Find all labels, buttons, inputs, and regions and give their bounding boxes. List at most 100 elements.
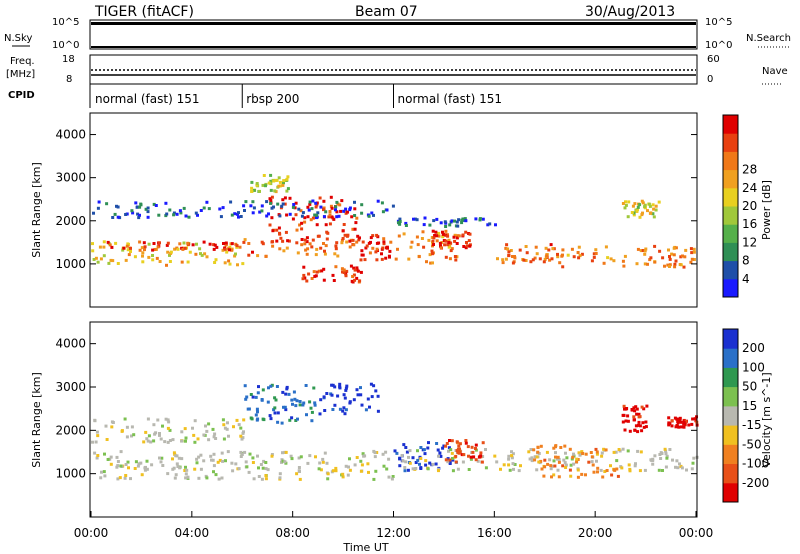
data-cell: [580, 472, 584, 476]
data-cell: [192, 433, 196, 437]
data-cell: [352, 398, 356, 402]
data-cell: [140, 246, 144, 250]
data-cell: [391, 475, 395, 478]
data-cell: [471, 455, 475, 459]
data-cell: [470, 445, 474, 449]
data-cell: [260, 209, 264, 213]
data-cell: [322, 215, 326, 219]
data-cell: [295, 472, 299, 476]
data-cell: [213, 243, 217, 247]
data-cell: [651, 203, 655, 207]
xtick-label: 12:00: [376, 526, 411, 540]
data-cell: [319, 205, 323, 209]
data-cell: [264, 461, 268, 464]
data-cell: [640, 429, 644, 433]
data-cell: [535, 252, 539, 256]
data-cell: [341, 270, 344, 274]
data-cell: [318, 412, 322, 416]
data-cell: [353, 463, 357, 467]
data-cell: [158, 241, 161, 245]
data-cell: [404, 221, 408, 225]
data-cell: [441, 235, 445, 239]
data-cell: [595, 450, 599, 454]
data-cell: [115, 204, 118, 208]
data-cell: [474, 443, 478, 447]
data-cell: [634, 424, 638, 428]
data-cell: [431, 462, 435, 466]
data-cell: [447, 446, 451, 450]
data-cell: [230, 248, 234, 252]
data-cell: [632, 406, 636, 410]
data-cell: [310, 410, 314, 414]
data-cell: [340, 199, 344, 203]
data-cell: [146, 417, 150, 421]
data-cell: [679, 425, 683, 429]
data-cell: [542, 260, 546, 264]
data-cell: [624, 200, 627, 204]
data-cell: [149, 440, 153, 444]
data-cell: [554, 451, 557, 455]
data-cell: [178, 242, 182, 246]
data-cell: [612, 450, 616, 454]
data-cell: [538, 257, 542, 261]
data-cell: [239, 215, 243, 218]
data-cell: [225, 250, 229, 254]
data-cell: [118, 476, 122, 480]
data-cell: [380, 201, 384, 205]
data-cell: [243, 450, 247, 454]
data-cell: [337, 214, 341, 218]
data-cell: [581, 452, 585, 455]
data-cell: [664, 452, 668, 456]
data-cell: [305, 252, 309, 256]
data-cell: [397, 234, 401, 238]
data-cell: [158, 432, 161, 435]
data-cell: [366, 462, 370, 466]
data-cell: [576, 251, 580, 254]
data-cell: [359, 386, 362, 390]
data-cell: [415, 235, 419, 239]
data-cell: [546, 462, 550, 466]
colorbar-swatch: [723, 329, 738, 349]
data-cell: [92, 211, 95, 215]
data-cell: [348, 245, 352, 249]
data-cell: [314, 455, 317, 459]
data-cell: [159, 460, 163, 464]
data-cell: [451, 469, 455, 473]
data-cell: [277, 226, 281, 230]
data-cell: [269, 182, 273, 186]
xtick-label: 00:00: [679, 526, 714, 540]
data-cell: [332, 217, 336, 221]
data-cell: [100, 470, 103, 474]
data-cell: [657, 468, 661, 472]
data-cell: [464, 230, 468, 234]
data-cell: [426, 446, 430, 450]
data-cell: [207, 438, 211, 442]
data-cell: [387, 475, 391, 479]
data-cell: [230, 242, 234, 246]
data-cell: [677, 425, 681, 429]
data-cell: [286, 187, 290, 191]
data-cell: [358, 236, 361, 240]
data-cell: [578, 453, 582, 457]
data-cell: [672, 253, 676, 257]
data-cell: [262, 418, 266, 422]
data-cell: [96, 434, 100, 438]
data-cell: [125, 212, 129, 216]
data-cell: [537, 460, 541, 464]
data-cell: [172, 451, 176, 455]
data-cell: [670, 419, 674, 423]
data-cell: [604, 448, 608, 452]
nsearch-label: N.Search: [746, 33, 791, 44]
data-cell: [431, 252, 434, 256]
data-cell: [674, 259, 678, 263]
data-cell: [171, 457, 174, 461]
data-cell: [301, 277, 305, 281]
data-cell: [277, 184, 281, 188]
data-cell: [355, 216, 359, 220]
data-cell: [617, 448, 621, 451]
data-cell: [627, 200, 631, 204]
data-cell: [668, 263, 672, 267]
data-cell: [222, 437, 226, 441]
data-cell: [180, 457, 184, 461]
data-cell: [330, 393, 334, 397]
